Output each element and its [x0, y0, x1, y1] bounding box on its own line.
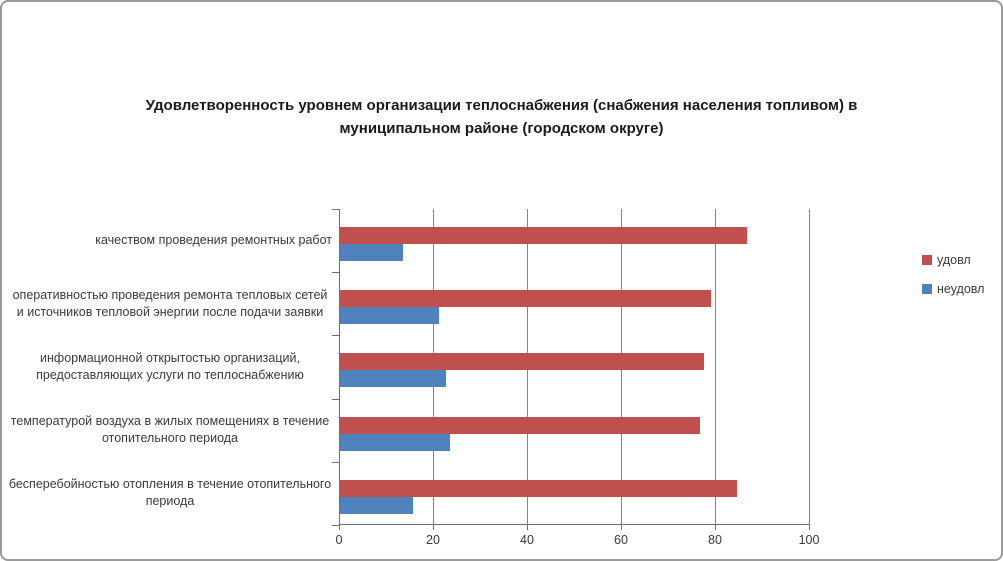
- value-axis-line: [339, 524, 809, 525]
- category-axis-tick: [332, 525, 339, 526]
- bar-неудовл: [340, 307, 439, 324]
- bar-удовл: [340, 290, 712, 307]
- value-axis-tick-label: 40: [520, 533, 534, 547]
- gridline: [809, 209, 810, 525]
- gridline: [715, 209, 716, 525]
- bar-неудовл: [340, 497, 413, 514]
- bar-удовл: [340, 480, 738, 497]
- legend-label-neudovl: неудовл: [937, 282, 985, 296]
- bar-неудовл: [340, 370, 446, 387]
- legend-item-udovl: удовл: [922, 253, 984, 267]
- plot-area: [332, 209, 810, 530]
- category-label: качеством проведения ремонтных работ: [95, 233, 332, 248]
- value-axis-tick: [621, 525, 622, 530]
- bar-удовл: [340, 353, 705, 370]
- category-axis-tick: [332, 209, 339, 210]
- legend-item-neudovl: неудовл: [922, 282, 984, 296]
- category-axis-tick: [332, 272, 339, 273]
- chart-title: Удовлетворенность уровнем организации те…: [145, 97, 858, 137]
- category-label: бесперебойностью отопления в течение ото…: [8, 477, 332, 509]
- value-axis-tick-label: 60: [614, 533, 628, 547]
- value-axis-tick-label: 100: [798, 533, 820, 547]
- bar-удовл: [340, 417, 700, 434]
- value-axis-tick: [809, 525, 810, 530]
- value-axis-tick: [527, 525, 528, 530]
- value-axis-tick: [433, 525, 434, 530]
- bar-удовл: [340, 227, 747, 244]
- category-axis-tick: [332, 399, 339, 400]
- bar-неудовл: [340, 244, 404, 261]
- value-axis-tick: [339, 525, 340, 530]
- value-axis-tick: [715, 525, 716, 530]
- value-axis-tick-label: 0: [335, 533, 343, 547]
- category-axis-line: [339, 209, 340, 525]
- value-axis-labels: 0 20 40 60 80 100: [335, 533, 820, 549]
- value-axis-tick-label: 20: [426, 533, 440, 547]
- bar-неудовл: [340, 434, 451, 451]
- category-label: оперативностью проведения ремонта теплов…: [12, 287, 328, 319]
- category-axis-tick: [332, 335, 339, 336]
- legend: удовл неудовл: [922, 253, 984, 296]
- category-label: температурой воздуха в жилых помещениях …: [10, 414, 330, 446]
- legend-swatch-red-icon: [922, 255, 932, 265]
- legend-swatch-blue-icon: [922, 284, 932, 294]
- category-axis-labels: качеством проведения ремонтных работ опер…: [8, 209, 332, 525]
- category-label: информационной открытостью организаций, …: [36, 350, 304, 382]
- legend-label-udovl: удовл: [937, 253, 971, 267]
- value-axis-tick-label: 80: [708, 533, 722, 547]
- category-axis-tick: [332, 462, 339, 463]
